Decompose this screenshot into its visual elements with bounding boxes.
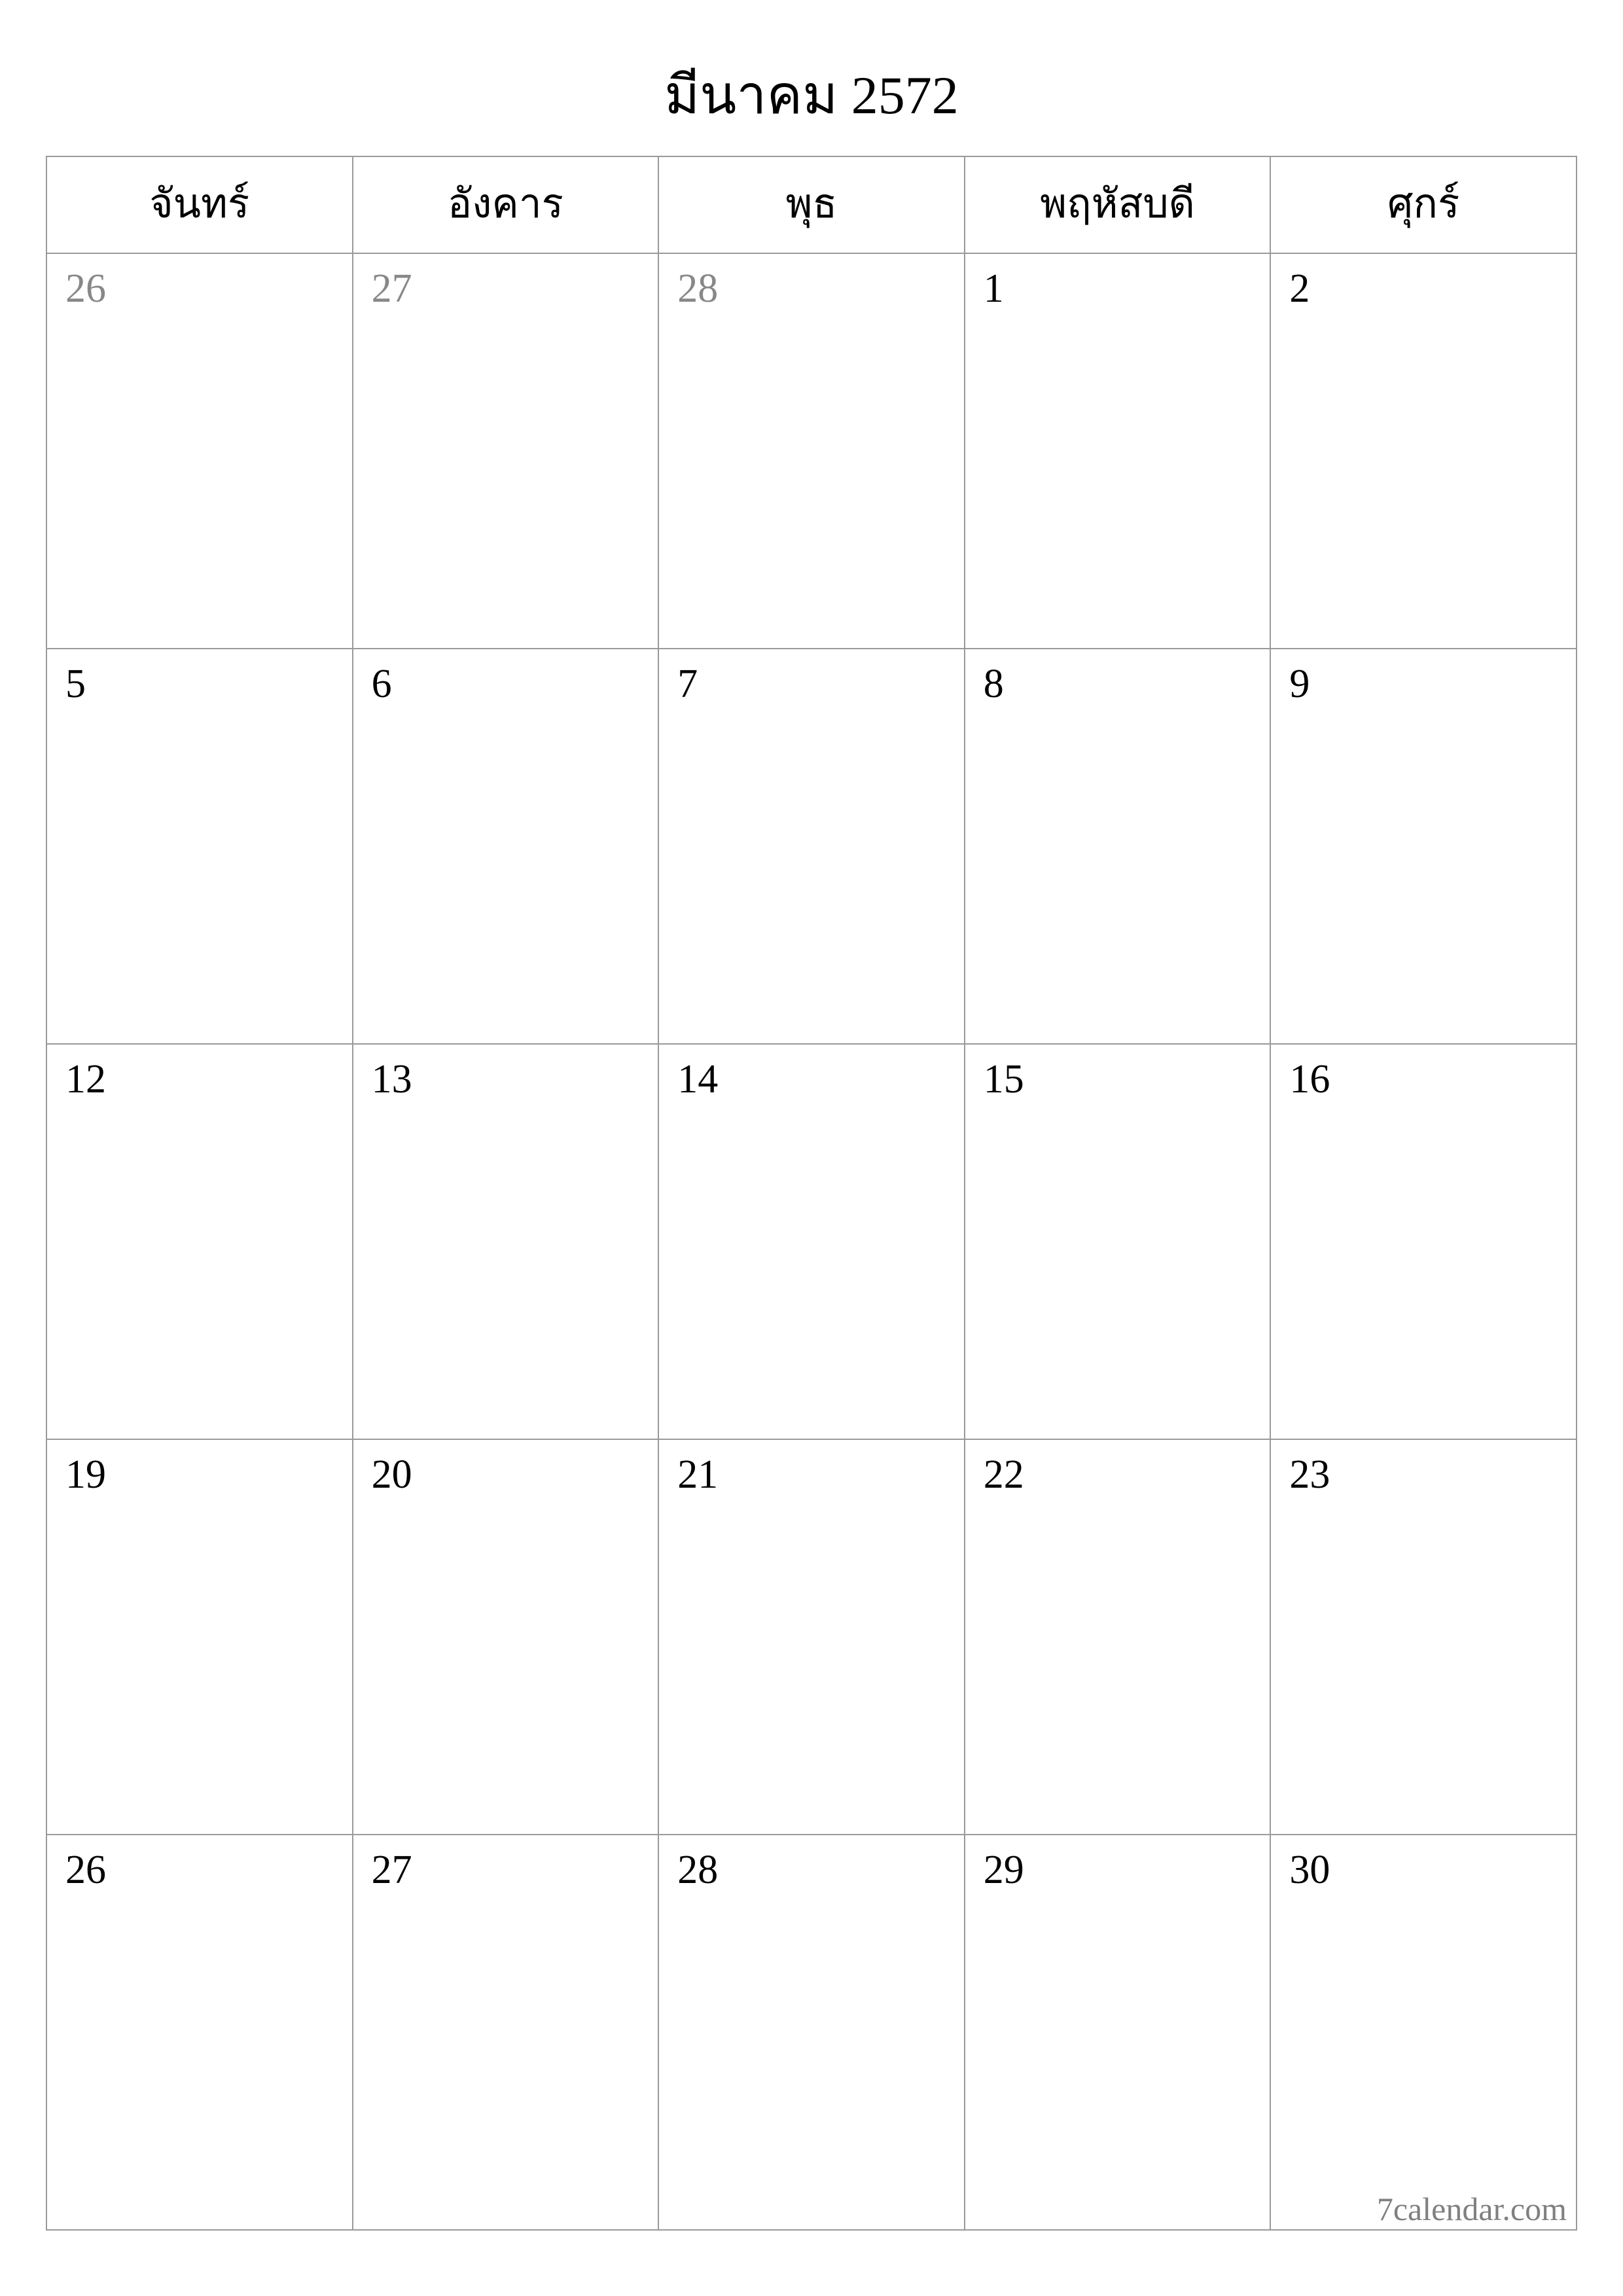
calendar-cell: 26 <box>46 253 353 649</box>
day-header: พุธ <box>658 156 965 253</box>
day-number: 2 <box>1289 266 1310 311</box>
calendar-cell: 26 <box>46 1835 353 2230</box>
calendar-week: 26 27 28 1 2 <box>46 253 1577 649</box>
day-number: 27 <box>372 266 412 311</box>
calendar-cell: 27 <box>353 1835 659 2230</box>
calendar-cell: 7 <box>658 649 965 1044</box>
calendar-cell: 28 <box>658 253 965 649</box>
day-number: 19 <box>65 1452 106 1497</box>
day-number: 12 <box>65 1057 106 1102</box>
day-number: 20 <box>372 1452 412 1497</box>
day-number: 8 <box>984 662 1004 706</box>
calendar-week: 5 6 7 8 9 <box>46 649 1577 1044</box>
calendar-cell: 23 <box>1270 1439 1577 1835</box>
day-header: จันทร์ <box>46 156 353 253</box>
calendar-cell: 19 <box>46 1439 353 1835</box>
calendar-cell: 9 <box>1270 649 1577 1044</box>
calendar-cell: 1 <box>965 253 1271 649</box>
calendar-cell: 6 <box>353 649 659 1044</box>
day-number: 28 <box>677 266 718 311</box>
day-number: 28 <box>677 1848 718 1892</box>
day-number: 13 <box>372 1057 412 1102</box>
calendar-week: 26 27 28 29 30 7calendar.com <box>46 1835 1577 2230</box>
day-header: พฤหัสบดี <box>965 156 1271 253</box>
day-number: 30 <box>1289 1848 1330 1892</box>
day-number: 23 <box>1289 1452 1330 1497</box>
day-number: 29 <box>984 1848 1024 1892</box>
day-number: 21 <box>677 1452 718 1497</box>
day-number: 6 <box>372 662 392 706</box>
calendar-cell: 21 <box>658 1439 965 1835</box>
day-number: 5 <box>65 662 86 706</box>
calendar-cell: 30 7calendar.com <box>1270 1835 1577 2230</box>
calendar-cell: 8 <box>965 649 1271 1044</box>
calendar-title: มีนาคม 2572 <box>46 52 1577 137</box>
day-number: 14 <box>677 1057 718 1102</box>
day-number: 16 <box>1289 1057 1330 1102</box>
day-number: 26 <box>65 266 106 311</box>
calendar-cell: 15 <box>965 1044 1271 1439</box>
day-number: 26 <box>65 1848 106 1892</box>
day-number: 22 <box>984 1452 1024 1497</box>
calendar-cell: 27 <box>353 253 659 649</box>
calendar-cell: 12 <box>46 1044 353 1439</box>
calendar-cell: 29 <box>965 1835 1271 2230</box>
day-header: ศุกร์ <box>1270 156 1577 253</box>
calendar-week: 19 20 21 22 23 <box>46 1439 1577 1835</box>
calendar-header-row: จันทร์ อังคาร พุธ พฤหัสบดี ศุกร์ <box>46 156 1577 253</box>
calendar-cell: 22 <box>965 1439 1271 1835</box>
day-number: 7 <box>677 662 698 706</box>
calendar-cell: 5 <box>46 649 353 1044</box>
calendar-cell: 2 <box>1270 253 1577 649</box>
calendar-cell: 16 <box>1270 1044 1577 1439</box>
day-number: 15 <box>984 1057 1024 1102</box>
calendar-page: มีนาคม 2572 จันทร์ อังคาร พุธ พฤหัสบดี ศ… <box>0 0 1623 2296</box>
calendar-cell: 14 <box>658 1044 965 1439</box>
calendar-cell: 20 <box>353 1439 659 1835</box>
calendar-cell: 13 <box>353 1044 659 1439</box>
day-number: 27 <box>372 1848 412 1892</box>
calendar-week: 12 13 14 15 16 <box>46 1044 1577 1439</box>
day-header: อังคาร <box>353 156 659 253</box>
calendar-cell: 28 <box>658 1835 965 2230</box>
watermark-text: 7calendar.com <box>1377 2190 1567 2228</box>
day-number: 9 <box>1289 662 1310 706</box>
calendar-table: จันทร์ อังคาร พุธ พฤหัสบดี ศุกร์ 26 27 2… <box>46 156 1577 2231</box>
day-number: 1 <box>984 266 1004 311</box>
